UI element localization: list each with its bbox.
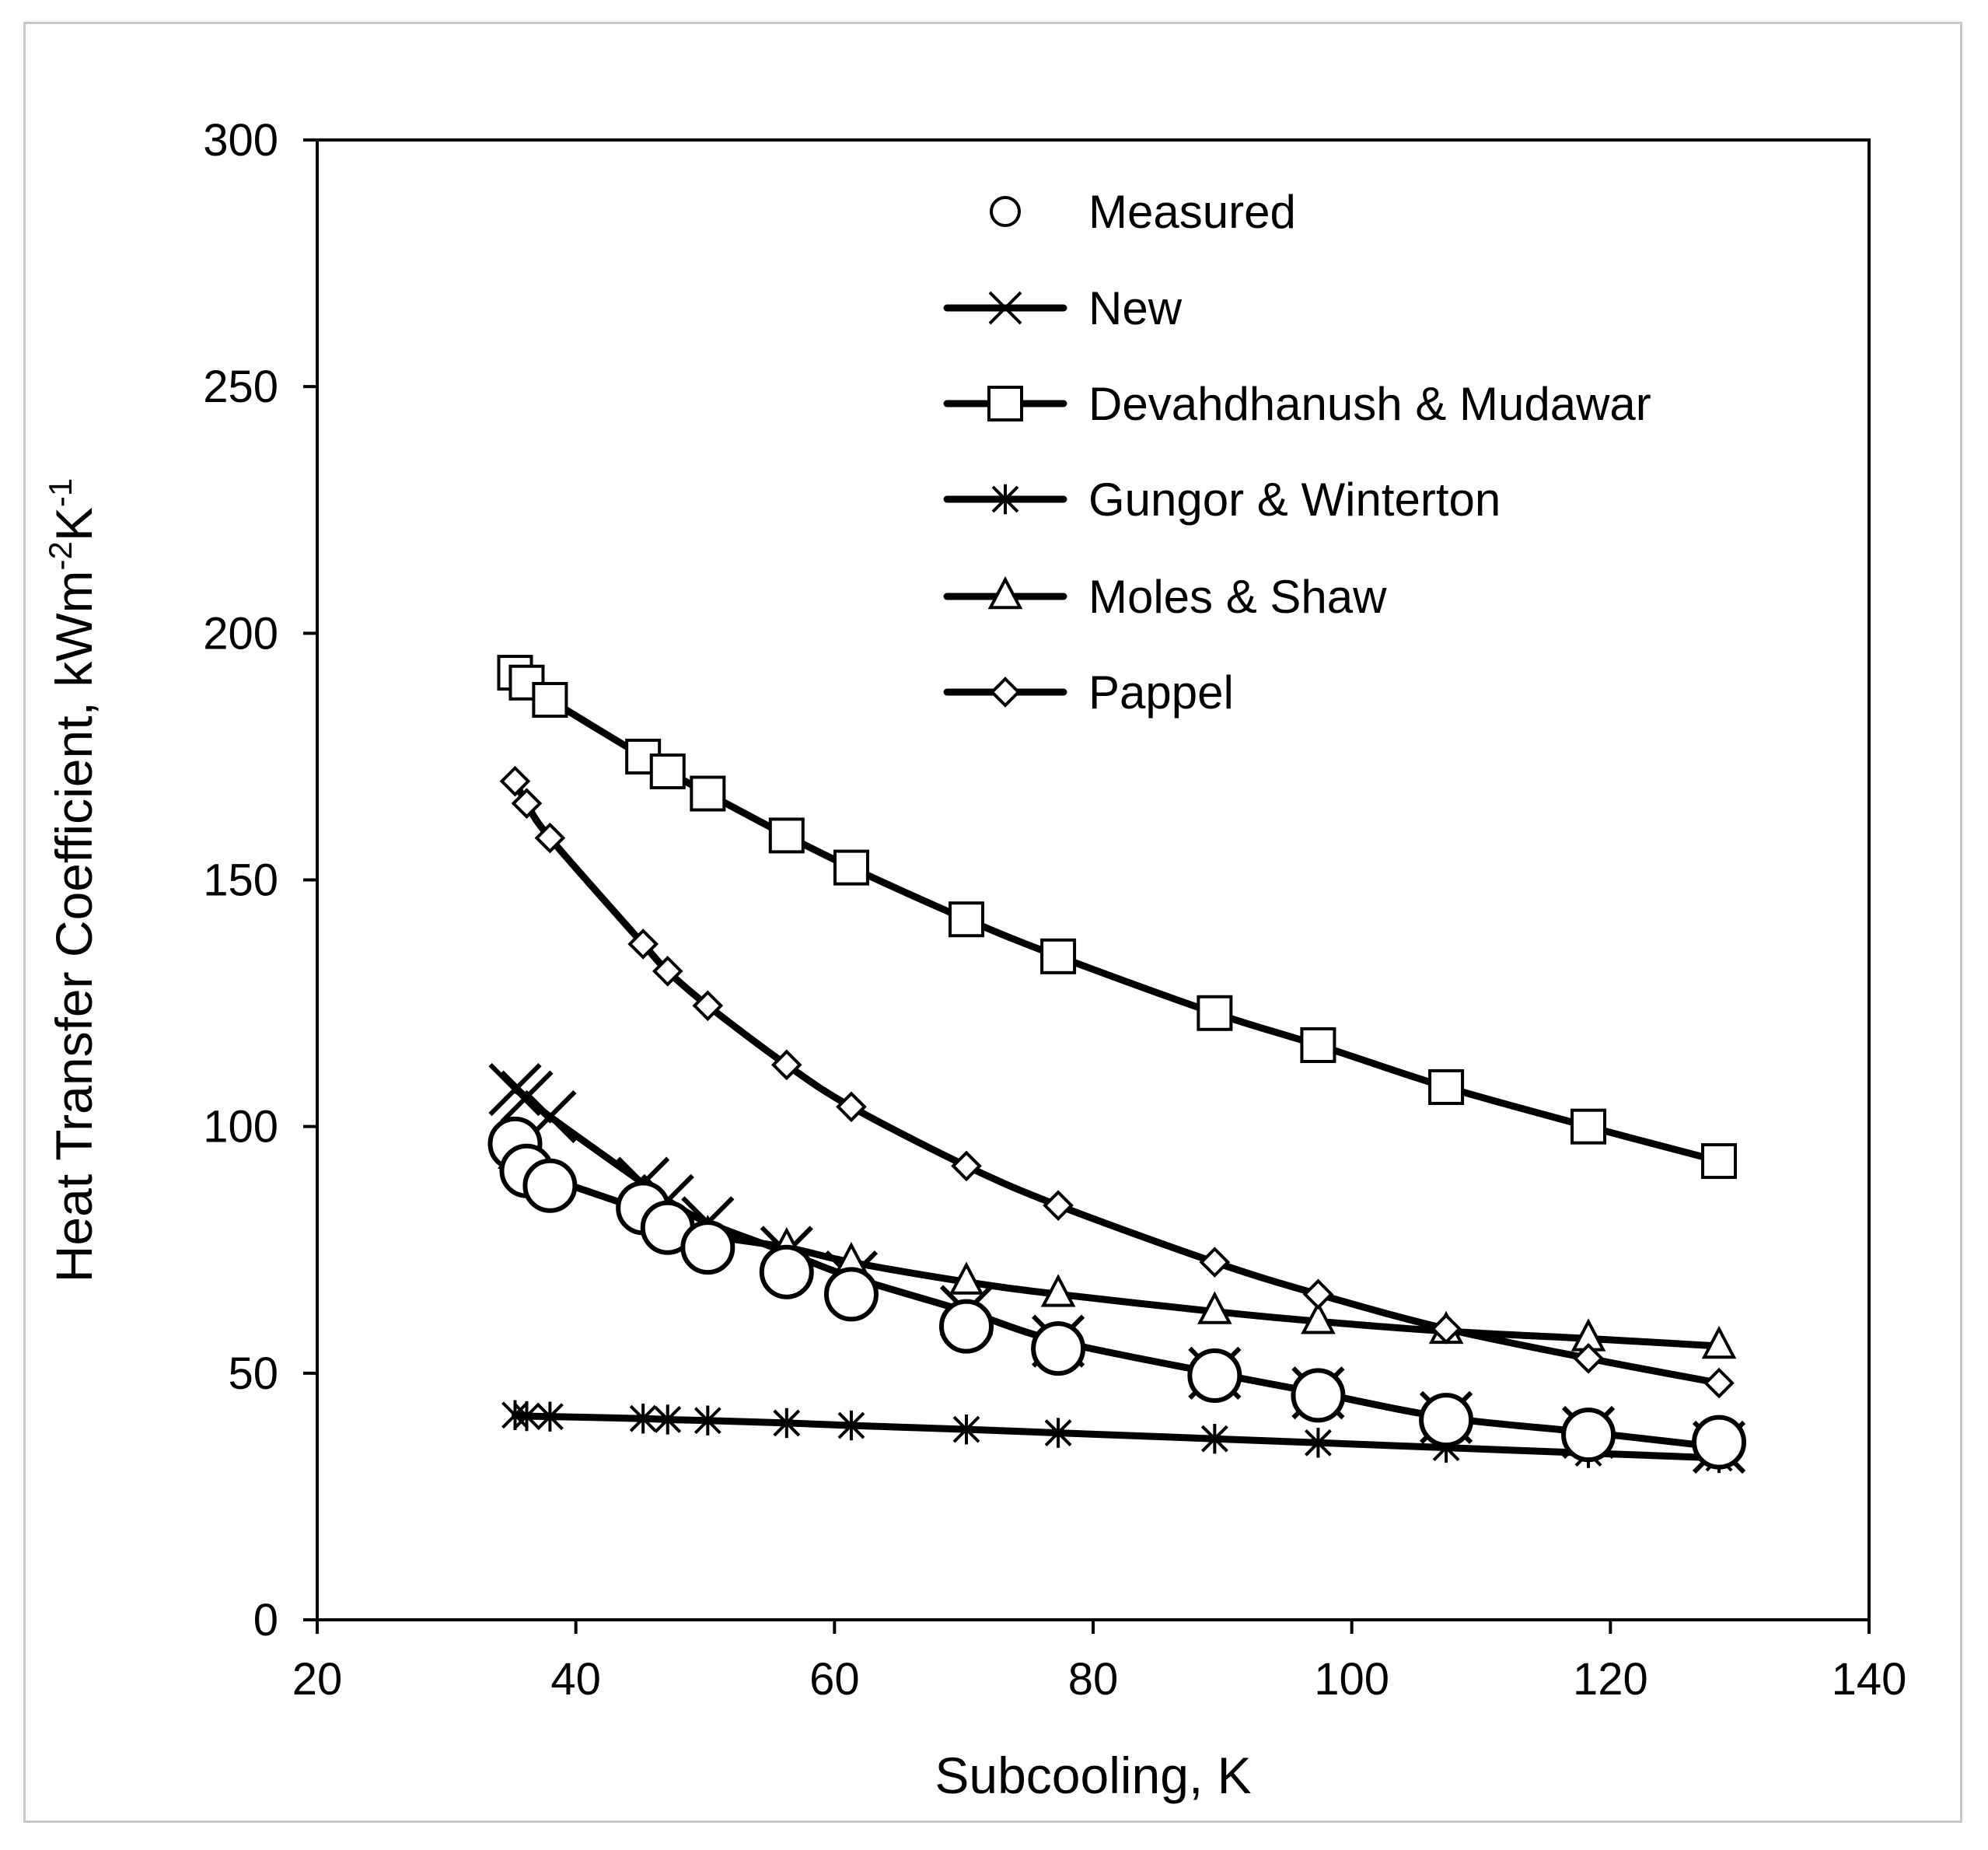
series-line-devahdhanush-mudawar xyxy=(515,673,1719,1161)
legend-marker-devahdhanush-mudawar xyxy=(989,387,1022,420)
x-tick-label: 140 xyxy=(1832,1654,1907,1705)
y-tick-label: 200 xyxy=(203,608,278,659)
legend-marker-measured xyxy=(991,198,1019,226)
point-devahdhanush-mudawar xyxy=(533,684,566,716)
point-measured xyxy=(1563,1410,1613,1460)
y-axis-label-sup1: -2 xyxy=(42,541,79,570)
legend: Measured New Devahdhanush & Mudawar Gungor … xyxy=(947,186,1651,719)
legend-label-pappel: Pappel xyxy=(1088,666,1234,719)
x-tick-label: 100 xyxy=(1314,1654,1389,1705)
point-pappel xyxy=(1305,1281,1331,1307)
x-tick-label: 60 xyxy=(809,1654,860,1705)
chart: 20 40 60 80 100 120 140 0 50 100 150 200 250 300 Subc… xyxy=(0,0,1988,1850)
x-axis-label: Subcooling, K xyxy=(935,1747,1251,1804)
y-tick-label: 100 xyxy=(203,1102,278,1152)
y-axis-label-main: Heat Transfer Coefficient, kWm xyxy=(45,571,103,1283)
point-devahdhanush-mudawar xyxy=(691,777,724,810)
point-devahdhanush-mudawar xyxy=(1042,940,1074,973)
point-devahdhanush-mudawar xyxy=(835,852,868,884)
point-measured xyxy=(1694,1418,1744,1467)
legend-label-measured: Measured xyxy=(1088,186,1296,238)
point-devahdhanush-mudawar xyxy=(950,903,983,935)
y-tick-label: 50 xyxy=(228,1348,278,1399)
axis-ticks: 20 40 60 80 100 120 140 0 50 100 150 200 250 300 xyxy=(203,115,1906,1705)
legend-marker-pappel xyxy=(992,679,1018,705)
point-measured xyxy=(683,1222,732,1272)
y-axis-label-unit: K xyxy=(45,507,103,541)
point-pappel xyxy=(1045,1192,1071,1219)
point-measured xyxy=(1293,1370,1343,1420)
y-tick-label: 250 xyxy=(203,362,278,412)
point-devahdhanush-mudawar xyxy=(1301,1029,1334,1061)
point-measured xyxy=(826,1269,876,1319)
series-line-pappel xyxy=(515,782,1719,1383)
y-tick-label: 300 xyxy=(203,115,278,166)
x-tick-label: 40 xyxy=(550,1654,601,1705)
legend-label-devahdhanush-mudawar: Devahdhanush & Mudawar xyxy=(1088,378,1651,430)
point-pappel xyxy=(953,1152,980,1179)
point-devahdhanush-mudawar xyxy=(1198,997,1231,1030)
x-tick-label: 20 xyxy=(292,1654,343,1705)
point-devahdhanush-mudawar xyxy=(1430,1071,1462,1103)
y-tick-label: 0 xyxy=(253,1595,278,1645)
y-axis-label: Heat Transfer Coefficient, kWm-2K-1 xyxy=(42,478,103,1283)
point-measured xyxy=(942,1302,991,1352)
y-tick-label: 150 xyxy=(203,855,278,906)
point-devahdhanush-mudawar xyxy=(652,755,684,788)
point-measured xyxy=(762,1247,812,1297)
point-measured xyxy=(525,1161,575,1211)
point-measured xyxy=(1190,1351,1239,1401)
point-measured xyxy=(1033,1324,1083,1373)
legend-label-new: New xyxy=(1088,282,1183,334)
x-tick-label: 80 xyxy=(1068,1654,1119,1705)
point-devahdhanush-mudawar xyxy=(770,819,803,852)
point-measured xyxy=(1421,1395,1471,1445)
plot-area xyxy=(317,140,1869,1620)
point-pappel xyxy=(1706,1370,1732,1397)
series-line-gungor-winterton xyxy=(515,1415,1719,1458)
point-devahdhanush-mudawar xyxy=(1572,1110,1605,1143)
legend-label-gungor-winterton: Gungor & Winterton xyxy=(1088,474,1501,526)
point-pappel xyxy=(1201,1249,1228,1275)
point-devahdhanush-mudawar xyxy=(1703,1145,1735,1177)
x-tick-label: 120 xyxy=(1573,1654,1648,1705)
legend-label-moles-shaw: Moles & Shaw xyxy=(1088,571,1387,623)
y-axis-label-sup2: -1 xyxy=(42,478,79,507)
